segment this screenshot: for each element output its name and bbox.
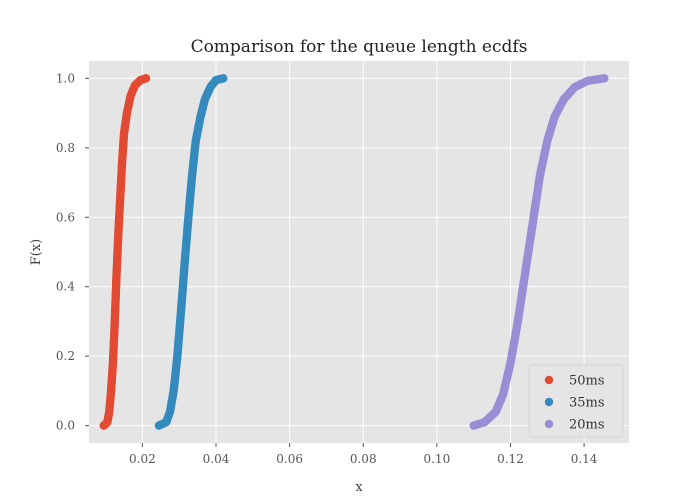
legend-label: 35ms [569,396,605,411]
legend-label: 20ms [569,418,605,433]
legend-marker [544,375,554,385]
series-50ms [99,74,151,430]
x-tick-label: 0.08 [350,452,377,466]
series-35ms [154,74,228,430]
y-tick-label: 1.0 [56,71,75,85]
legend-label: 50ms [569,374,605,389]
x-tick-label: 0.14 [571,452,598,466]
y-axis-label: F(x) [29,239,44,266]
x-tick-label: 0.04 [203,452,230,466]
series-20ms [469,74,609,430]
legend-marker [544,419,554,429]
data-point [600,74,609,83]
data-point [219,74,228,83]
x-tick-label: 0.06 [276,452,303,466]
x-axis-label: x [355,480,363,495]
data-points [99,74,609,430]
legend-box [528,364,624,438]
y-tick-label: 0.8 [56,141,75,155]
chart-title: Comparison for the queue length ecdfs [191,37,528,57]
y-tick-label: 0.2 [56,349,75,363]
x-tick-label: 0.02 [129,452,156,466]
legend: 50ms 35ms 20ms [528,364,624,438]
axis-ticks: 0.02 0.04 0.06 0.08 0.10 0.12 0.14 0.0 0.2 0.4 0.6… [56,71,598,466]
y-tick-label: 0.6 [56,210,75,224]
y-tick-label: 0.4 [56,280,75,294]
y-tick-label: 0.0 [56,419,75,433]
data-point [141,74,151,83]
legend-marker [544,397,554,407]
x-tick-label: 0.10 [423,452,450,466]
x-tick-label: 0.12 [497,452,524,466]
